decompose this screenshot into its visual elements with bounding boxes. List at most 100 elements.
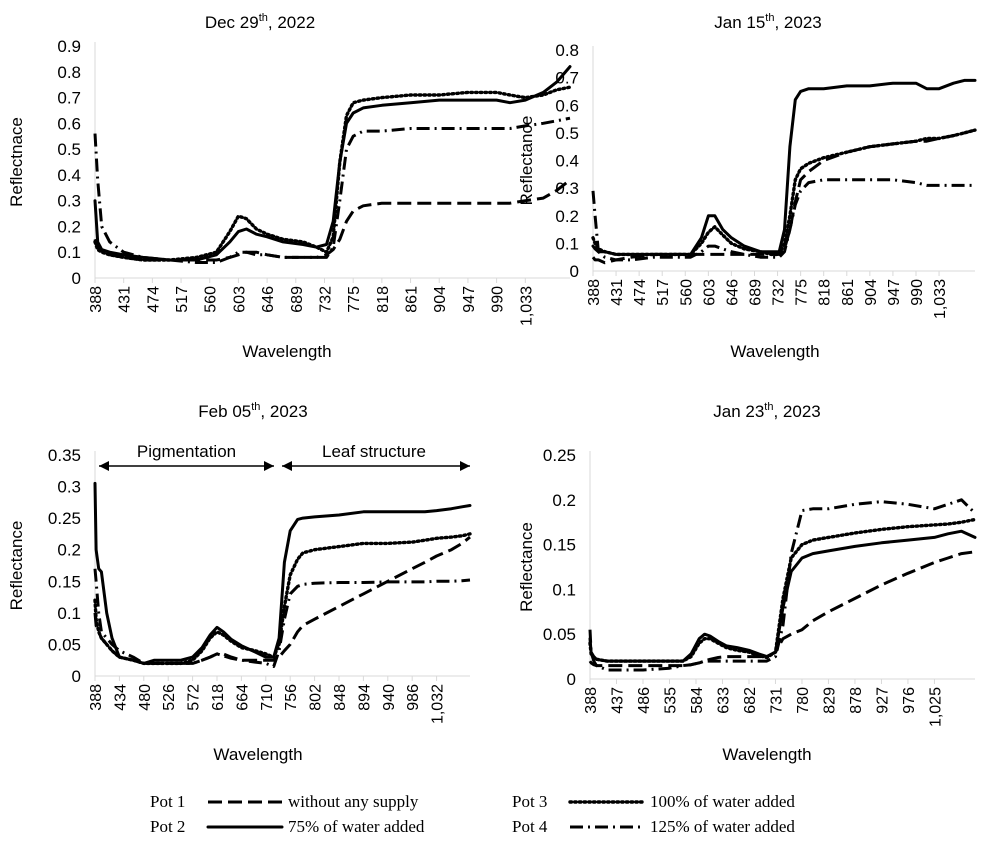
legend-pot-label: Pot 3 bbox=[512, 792, 547, 811]
x-tick-label: 731 bbox=[768, 687, 785, 714]
y-tick-label: 0.1 bbox=[57, 604, 81, 623]
chart-title-year: , 2022 bbox=[268, 13, 315, 32]
x-tick-label: 431 bbox=[117, 286, 134, 313]
x-tick-label: 526 bbox=[161, 684, 178, 711]
series-line-pot-3 bbox=[93, 85, 572, 262]
chart-title: Feb 05th, 2023 bbox=[198, 401, 307, 421]
x-tick-label: 1,033 bbox=[932, 279, 949, 319]
x-tick-label: 517 bbox=[174, 286, 191, 313]
chart-title-sup: th bbox=[764, 401, 773, 413]
x-tick-label: 1,025 bbox=[927, 687, 944, 727]
series-line-pot-4 bbox=[93, 116, 571, 264]
series-line-pot-4 bbox=[591, 178, 975, 262]
y-tick-label: 0.3 bbox=[555, 179, 579, 198]
y-tick-label: 0.4 bbox=[57, 166, 81, 185]
chart-title-year: , 2023 bbox=[773, 402, 820, 421]
x-tick-label: 437 bbox=[609, 687, 626, 714]
chart-title-year: , 2023 bbox=[260, 402, 307, 421]
x-tick-label: 940 bbox=[381, 684, 398, 711]
x-tick-label: 1,032 bbox=[430, 684, 447, 724]
x-tick-label: 990 bbox=[490, 286, 507, 313]
y-tick-label: 0.2 bbox=[57, 541, 81, 560]
x-tick-label: 904 bbox=[432, 286, 449, 313]
chart-panel-1: Dec 29th, 2022 0 0.1 0.2 0.3 0.4 0.5 0.6 0.7 0.8 0… bbox=[7, 12, 572, 361]
y-axis-title: Reflectance bbox=[517, 522, 536, 612]
series-line-pot-1 bbox=[588, 550, 976, 668]
series-line-pot-4 bbox=[588, 498, 977, 672]
y-tick-label: 0.5 bbox=[555, 124, 579, 143]
y-tick-label: 0.35 bbox=[48, 446, 81, 465]
x-tick-label: 560 bbox=[203, 286, 220, 313]
y-tick-label: 0.3 bbox=[57, 478, 81, 497]
pigmentation-arrow-head-left bbox=[99, 461, 109, 471]
x-tick-label: 486 bbox=[636, 687, 653, 714]
legend-pot-label: Pot 4 bbox=[512, 817, 548, 836]
legend-item-pot-2: Pot 2 75% of water added bbox=[150, 817, 425, 836]
legend-description: 75% of water added bbox=[288, 817, 425, 836]
x-tick-label: 603 bbox=[231, 286, 248, 313]
y-tick-label: 0.05 bbox=[48, 635, 81, 654]
x-tick-label: 878 bbox=[848, 687, 865, 714]
x-tick-label: 474 bbox=[145, 286, 162, 313]
x-tick-label: 388 bbox=[583, 687, 600, 714]
chart-title: Jan 15th, 2023 bbox=[714, 12, 822, 32]
y-tick-label: 0.9 bbox=[57, 37, 81, 56]
chart-title: Dec 29th, 2022 bbox=[205, 12, 315, 32]
x-tick-label: 388 bbox=[586, 279, 603, 306]
chart-title: Jan 23th, 2023 bbox=[713, 401, 821, 421]
x-tick-label: 848 bbox=[332, 684, 349, 711]
x-tick-label: 775 bbox=[794, 279, 811, 306]
chart-title-sup: th bbox=[259, 12, 268, 24]
y-axis-title: Reflectnace bbox=[7, 117, 26, 207]
y-tick-label: 0.6 bbox=[57, 114, 81, 133]
x-tick-label: 535 bbox=[662, 687, 679, 714]
legend: Pot 1 without any supply Pot 2 75% of water… bbox=[150, 792, 795, 836]
chart-title-main: Jan 23 bbox=[713, 402, 764, 421]
y-tick-label: 0.3 bbox=[57, 192, 81, 211]
y-tick-label: 0.05 bbox=[543, 625, 576, 644]
x-tick-label: 802 bbox=[308, 684, 325, 711]
y-tick-label: 0.2 bbox=[552, 491, 576, 510]
y-tick-label: 0.8 bbox=[555, 41, 579, 60]
x-tick-label: 388 bbox=[88, 684, 105, 711]
x-tick-label: 990 bbox=[909, 279, 926, 306]
x-tick-label: 976 bbox=[901, 687, 918, 714]
y-tick-label: 0.1 bbox=[57, 243, 81, 262]
x-tick-label: 646 bbox=[260, 286, 277, 313]
chart-title-main: Dec 29 bbox=[205, 13, 259, 32]
x-axis-title: Wavelength bbox=[730, 342, 819, 361]
y-tick-label: 0.2 bbox=[555, 207, 579, 226]
x-tick-label: 618 bbox=[210, 684, 227, 711]
x-tick-label: 689 bbox=[289, 286, 306, 313]
leaf-structure-arrow-head-left bbox=[281, 461, 292, 471]
x-tick-label: 710 bbox=[259, 684, 276, 711]
x-tick-label: 480 bbox=[137, 684, 154, 711]
x-tick-label: 434 bbox=[112, 684, 129, 711]
annotation-pigmentation: Pigmentation bbox=[137, 442, 236, 461]
y-tick-label: 0.8 bbox=[57, 63, 81, 82]
x-tick-label: 584 bbox=[689, 687, 706, 714]
x-tick-label: 603 bbox=[701, 279, 718, 306]
x-tick-label: 732 bbox=[771, 279, 788, 306]
y-tick-label: 0.6 bbox=[555, 96, 579, 115]
series-line-pot-2 bbox=[591, 78, 977, 256]
x-tick-label: 894 bbox=[356, 684, 373, 711]
legend-description: 100% of water added bbox=[650, 792, 795, 811]
x-tick-label: 947 bbox=[461, 286, 478, 313]
x-tick-label: 861 bbox=[840, 279, 857, 306]
pigmentation-arrow-head-right bbox=[263, 461, 274, 471]
y-tick-label: 0.25 bbox=[48, 509, 81, 528]
x-tick-label: 927 bbox=[874, 687, 891, 714]
x-tick-label: 560 bbox=[678, 279, 695, 306]
x-tick-label: 818 bbox=[375, 286, 392, 313]
y-axis-title: Reflectance bbox=[517, 116, 536, 206]
legend-item-pot-1: Pot 1 without any supply bbox=[150, 792, 419, 811]
x-tick-label: 829 bbox=[821, 687, 838, 714]
y-tick-label: 0.7 bbox=[555, 69, 579, 88]
x-axis-title: Wavelength bbox=[213, 745, 302, 764]
annotation-leaf-structure: Leaf structure bbox=[322, 442, 426, 461]
x-tick-label: 947 bbox=[886, 279, 903, 306]
leaf-structure-arrow-head-right bbox=[460, 461, 470, 471]
y-tick-label: 0 bbox=[570, 262, 579, 281]
y-tick-label: 0.15 bbox=[48, 572, 81, 591]
